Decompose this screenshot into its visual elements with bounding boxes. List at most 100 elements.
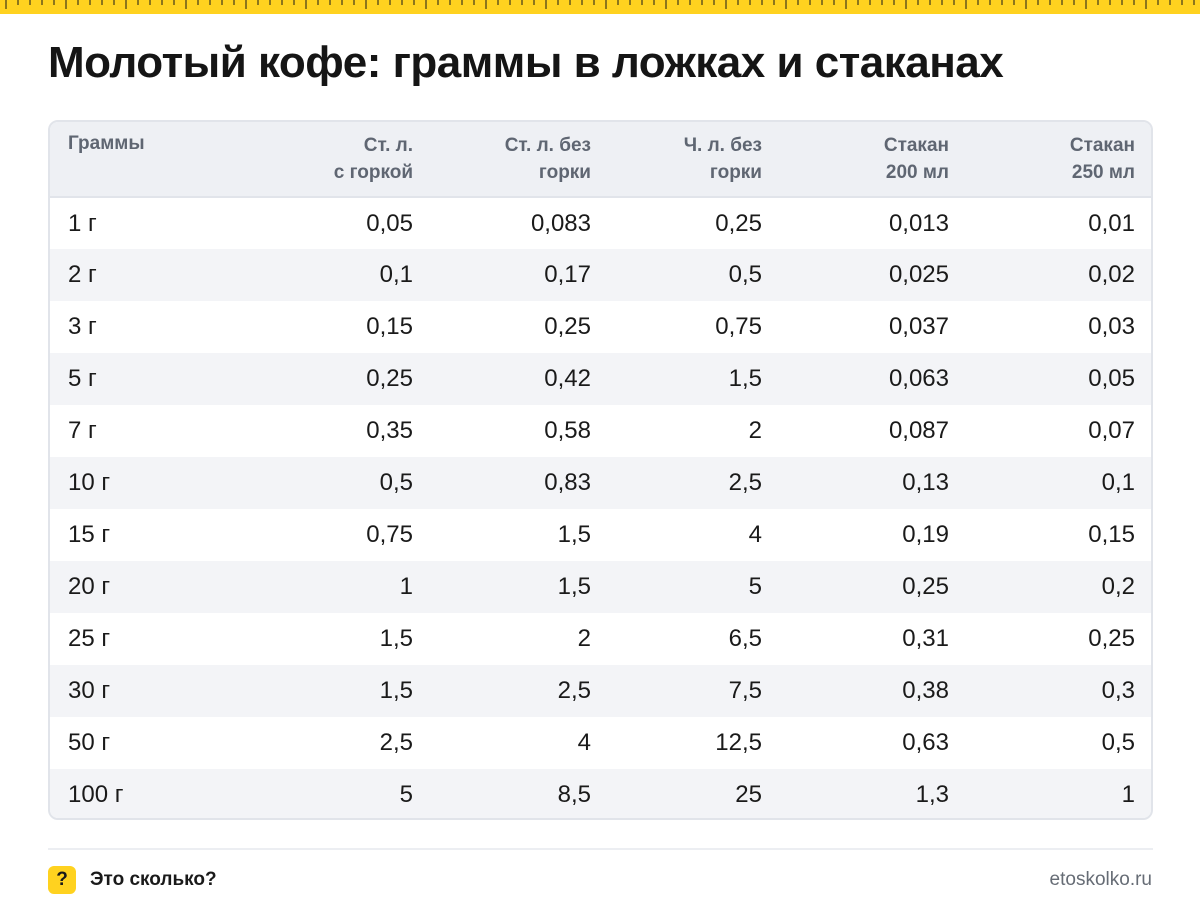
column-header-line: 200 мл: [885, 162, 949, 183]
grams-cell: 10 г: [68, 469, 111, 496]
value-cell: 0,25: [544, 313, 591, 340]
column-header-line: 250 мл: [1071, 162, 1135, 183]
grams-cell: 3 г: [68, 313, 97, 340]
table-row: 5 г 0,25 0,42 1,5 0,063 0,05: [50, 353, 1151, 405]
value-cell: 0,25: [902, 573, 949, 600]
value-cell: 2: [748, 417, 762, 444]
site-url[interactable]: etoskolko.ru: [1049, 869, 1152, 890]
grams-cell: 15 г: [68, 521, 111, 548]
value-cell: 0,02: [1088, 261, 1135, 288]
value-cell: 0,013: [888, 209, 949, 237]
table-row: 15 г 0,75 1,5 4 0,19 0,15: [50, 509, 1151, 561]
column-header-5: Стакан 250 мл: [949, 122, 1151, 197]
grams-cell: 5 г: [68, 365, 97, 392]
table-row: 30 г 1,5 2,5 7,5 0,38 0,3: [50, 665, 1151, 717]
value-cell: 0,15: [1088, 521, 1135, 548]
question-mark-icon: ?: [48, 866, 76, 894]
conversion-table: Граммы Ст. л. с горкой Ст. л. без горки Ч. л.…: [50, 122, 1151, 818]
grams-cell: 7 г: [68, 417, 97, 444]
column-header-line: горки: [538, 162, 591, 183]
value-cell: 1,5: [379, 625, 413, 652]
table-row: 20 г 1 1,5 5 0,25 0,2: [50, 561, 1151, 613]
value-cell: 0,037: [888, 313, 949, 340]
value-cell: 1,5: [379, 677, 413, 704]
value-cell: 0,083: [530, 209, 591, 237]
value-cell: 0,19: [902, 521, 949, 548]
value-cell: 0,15: [366, 313, 413, 340]
value-cell: 2: [577, 625, 591, 652]
table-row: 25 г 1,5 2 6,5 0,31 0,25: [50, 613, 1151, 665]
table-row: 10 г 0,5 0,83 2,5 0,13 0,1: [50, 457, 1151, 509]
column-header-3: Ч. л. без горки: [591, 122, 762, 197]
value-cell: 0,05: [366, 209, 413, 237]
value-cell: 5: [748, 573, 762, 600]
column-header-line: Ст. л.: [363, 135, 413, 156]
value-cell: 0,3: [1101, 677, 1135, 704]
value-cell: 0,17: [544, 261, 591, 288]
ruler-stripe: [0, 0, 1200, 14]
value-cell: 0,42: [544, 365, 591, 392]
value-cell: 0,5: [1101, 729, 1135, 756]
value-cell: 0,03: [1088, 313, 1135, 340]
value-cell: 0,63: [902, 729, 949, 756]
value-cell: 12,5: [715, 729, 762, 756]
grams-cell: 30 г: [68, 677, 111, 704]
value-cell: 0,75: [366, 521, 413, 548]
grams-cell: 20 г: [68, 573, 111, 600]
value-cell: 0,025: [888, 261, 949, 288]
value-cell: 0,2: [1101, 573, 1135, 600]
table-row: 7 г 0,35 0,58 2 0,087 0,07: [50, 405, 1151, 457]
grams-cell: 25 г: [68, 625, 111, 652]
column-header-line: Ст. л. без: [504, 135, 591, 156]
column-header-1: Ст. л. с горкой: [250, 122, 413, 197]
value-cell: 0,58: [544, 417, 591, 444]
value-cell: 4: [748, 521, 762, 548]
value-cell: 0,05: [1088, 365, 1135, 392]
value-cell: 0,07: [1088, 417, 1135, 444]
table-row: 1 г 0,05 0,083 0,25 0,013 0,01: [50, 197, 1151, 249]
value-cell: 0,31: [902, 625, 949, 652]
footer-divider: [48, 848, 1153, 850]
value-cell: 0,25: [366, 365, 413, 392]
grams-cell: 50 г: [68, 729, 111, 756]
table-header: Граммы Ст. л. с горкой Ст. л. без горки Ч. л.…: [50, 122, 1151, 197]
value-cell: 8,5: [557, 781, 591, 808]
column-header-line: Граммы: [68, 133, 145, 154]
table-body: 1 г 0,05 0,083 0,25 0,013 0,01 2 г 0,1 0,17 0,5 0,…: [50, 197, 1151, 818]
column-header-line: горки: [709, 162, 762, 183]
table-row: 2 г 0,1 0,17 0,5 0,025 0,02: [50, 249, 1151, 301]
value-cell: 1: [399, 573, 413, 600]
value-cell: 0,1: [1101, 469, 1135, 496]
value-cell: 0,1: [379, 261, 413, 288]
value-cell: 6,5: [728, 625, 762, 652]
value-cell: 0,75: [715, 313, 762, 340]
column-header-line: Стакан: [883, 135, 949, 156]
value-cell: 2,5: [379, 729, 413, 756]
grams-cell: 100 г: [68, 781, 124, 808]
value-cell: 0,25: [715, 209, 762, 237]
column-header-4: Стакан 200 мл: [762, 122, 949, 197]
value-cell: 0,83: [544, 469, 591, 496]
column-header-line: Стакан: [1069, 135, 1135, 156]
value-cell: 0,38: [902, 677, 949, 704]
value-cell: 0,087: [888, 417, 949, 444]
value-cell: 0,063: [888, 365, 949, 392]
value-cell: 7,5: [728, 677, 762, 704]
table-header-row: Граммы Ст. л. с горкой Ст. л. без горки Ч. л.…: [50, 122, 1151, 197]
conversion-table-card: Граммы Ст. л. с горкой Ст. л. без горки Ч. л.…: [48, 120, 1153, 820]
table-row: 3 г 0,15 0,25 0,75 0,037 0,03: [50, 301, 1151, 353]
brand-logo[interactable]: ? Это сколько?: [48, 866, 217, 894]
value-cell: 2,5: [557, 677, 591, 704]
column-header-line: Ч. л. без: [683, 135, 762, 156]
page-title: Молотый кофе: граммы в ложках и стаканах: [48, 38, 1004, 87]
column-header-line: с горкой: [333, 162, 413, 183]
value-cell: 1: [1121, 781, 1135, 808]
value-cell: 0,25: [1088, 625, 1135, 652]
value-cell: 0,35: [366, 417, 413, 444]
value-cell: 0,13: [902, 469, 949, 496]
column-header-0: Граммы: [50, 122, 250, 197]
value-cell: 4: [577, 729, 591, 756]
brand-name: Это сколько?: [90, 869, 217, 890]
value-cell: 2,5: [728, 469, 762, 496]
value-cell: 1,5: [557, 573, 591, 600]
